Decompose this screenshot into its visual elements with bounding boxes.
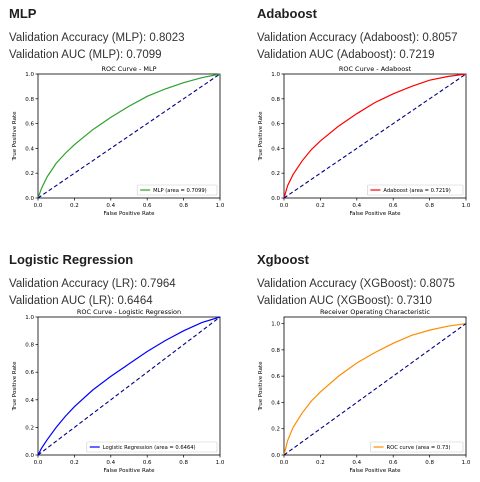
panel-adaboost: Adaboost Validation Accuracy (Adaboost):…	[257, 6, 480, 64]
diagonal-reference-line	[37, 316, 221, 456]
roc-curve-line	[37, 316, 221, 456]
y-axis-label: True Positive Rate	[12, 361, 18, 412]
auc-text: Validation AUC (LR): 0.6464	[9, 295, 153, 307]
legend-label: Adaboost (area = 0.7219)	[383, 188, 450, 194]
x-tick-label: 0.8	[425, 460, 434, 466]
x-tick-label: 0.6	[389, 203, 398, 209]
y-tick-label: 0.6	[25, 122, 34, 128]
y-axis-label: True Positive Rate	[258, 111, 264, 162]
x-tick-label: 0.2	[316, 203, 325, 209]
y-tick-label: 1.0	[271, 322, 280, 328]
x-axis-label: False Positive Rate	[103, 211, 155, 217]
y-tick-label: 0.4	[271, 146, 280, 152]
x-tick-label: 0.4	[352, 460, 361, 466]
auc-text: Validation AUC (XGBoost): 0.7310	[257, 295, 432, 307]
accuracy-text: Validation Accuracy (LR): 0.7964	[9, 278, 176, 290]
roc-chart-mlp: ROC Curve - MLP 0.0 0.2 0.4 0.6 0.8 1.0 0.0 0.2 0…	[12, 65, 225, 217]
legend-label: MLP (area = 0.7099)	[153, 188, 207, 194]
x-tick-label: 1.0	[462, 460, 471, 466]
y-tick-label: 0.4	[25, 146, 34, 152]
legend-box	[136, 184, 218, 196]
diagonal-reference-line	[283, 323, 467, 456]
legend-box	[86, 441, 218, 453]
legend-label: ROC curve (area = 0.73)	[387, 445, 451, 451]
y-tick-label: 0.4	[271, 400, 280, 406]
x-tick-label: 0.6	[389, 460, 398, 466]
x-tick-label: 0.8	[179, 460, 188, 466]
legend-label: Logistic Regression (area = 0.6464)	[103, 445, 196, 451]
legend-box	[370, 441, 464, 453]
panel-xgboost: Xgboost Validation Accuracy (XGBoost): 0…	[257, 252, 480, 310]
roc-curve-line	[283, 322, 467, 456]
roc-curve-line	[37, 73, 221, 199]
y-tick-label: 0.2	[271, 171, 280, 177]
x-axis-label: False Positive Rate	[349, 468, 401, 474]
panel-heading: MLP	[9, 6, 37, 21]
roc-chart-logistic-regression: ROC Curve - Logistic Regression 0.0 0.2 0.4…	[12, 308, 225, 474]
chart-title: Receiver Operating Characteristic	[320, 308, 430, 316]
y-tick-label: 0.2	[271, 427, 280, 433]
diagonal-reference-line	[283, 73, 467, 199]
x-tick-label: 0.2	[70, 460, 79, 466]
x-tick-label: 0.0	[34, 460, 43, 466]
x-tick-label: 0.6	[143, 460, 152, 466]
y-tick-label: 0.2	[25, 425, 34, 431]
x-tick-label: 1.0	[462, 203, 471, 209]
y-tick-label: 1.0	[25, 72, 34, 78]
y-tick-label: 0.0	[25, 196, 34, 202]
x-tick-label: 1.0	[216, 203, 225, 209]
legend-box	[367, 184, 464, 196]
x-tick-label: 0.6	[143, 203, 152, 209]
y-tick-label: 0.2	[25, 171, 34, 177]
x-axis-label: False Positive Rate	[103, 468, 155, 474]
chart-title: ROC Curve - MLP	[101, 65, 156, 73]
x-tick-label: 1.0	[216, 460, 225, 466]
plot-frame	[283, 316, 467, 456]
diagonal-reference-line	[37, 73, 221, 199]
chart-title: ROC Curve - Adaboost	[339, 65, 412, 73]
y-tick-label: 0.4	[25, 398, 34, 404]
accuracy-text: Validation Accuracy (XGBoost): 0.8075	[257, 278, 455, 290]
y-tick-label: 1.0	[25, 315, 34, 321]
roc-curve-line	[283, 73, 467, 199]
y-axis-label: True Positive Rate	[258, 361, 264, 412]
x-tick-label: 0.8	[179, 203, 188, 209]
accuracy-text: Validation Accuracy (MLP): 0.8023	[9, 32, 185, 44]
panel-heading: Adaboost	[257, 6, 317, 21]
x-tick-label: 0.2	[70, 203, 79, 209]
x-tick-label: 0.0	[280, 203, 289, 209]
y-tick-label: 0.6	[271, 122, 280, 128]
chart-title: ROC Curve - Logistic Regression	[77, 308, 181, 316]
y-axis-label: True Positive Rate	[12, 111, 18, 162]
panel-mlp: MLP Validation Accuracy (MLP): 0.8023 Va…	[9, 6, 239, 64]
x-tick-label: 0.4	[106, 203, 115, 209]
y-tick-label: 0.8	[271, 97, 280, 103]
panel-logistic-regression: Logistic Regression Validation Accuracy …	[9, 252, 239, 310]
y-tick-label: 0.8	[271, 348, 280, 354]
x-axis-label: False Positive Rate	[349, 211, 401, 217]
panel-heading: Xgboost	[257, 252, 309, 267]
panel-heading: Logistic Regression	[9, 252, 134, 267]
y-tick-label: 0.8	[25, 343, 34, 349]
y-tick-label: 0.0	[271, 196, 280, 202]
y-tick-label: 0.0	[25, 453, 34, 459]
x-tick-label: 0.0	[280, 460, 289, 466]
x-tick-label: 0.8	[425, 203, 434, 209]
y-tick-label: 1.0	[271, 72, 280, 78]
x-tick-label: 0.0	[34, 203, 43, 209]
x-tick-label: 0.4	[352, 203, 361, 209]
roc-chart-adaboost: ROC Curve - Adaboost 0.0 0.2 0.4 0.6 0.8 1.0 0.…	[258, 65, 471, 217]
auc-text: Validation AUC (MLP): 0.7099	[9, 49, 162, 61]
y-tick-label: 0.0	[271, 453, 280, 459]
y-tick-label: 0.6	[271, 374, 280, 380]
x-tick-label: 0.4	[106, 460, 115, 466]
auc-text: Validation AUC (Adaboost): 0.7219	[257, 49, 435, 61]
y-tick-label: 0.8	[25, 97, 34, 103]
x-tick-label: 0.2	[316, 460, 325, 466]
accuracy-text: Validation Accuracy (Adaboost): 0.8057	[257, 32, 458, 44]
roc-chart-xgboost: Receiver Operating Characteristic 0.0 0.2 0…	[258, 308, 471, 474]
y-tick-label: 0.6	[25, 370, 34, 376]
